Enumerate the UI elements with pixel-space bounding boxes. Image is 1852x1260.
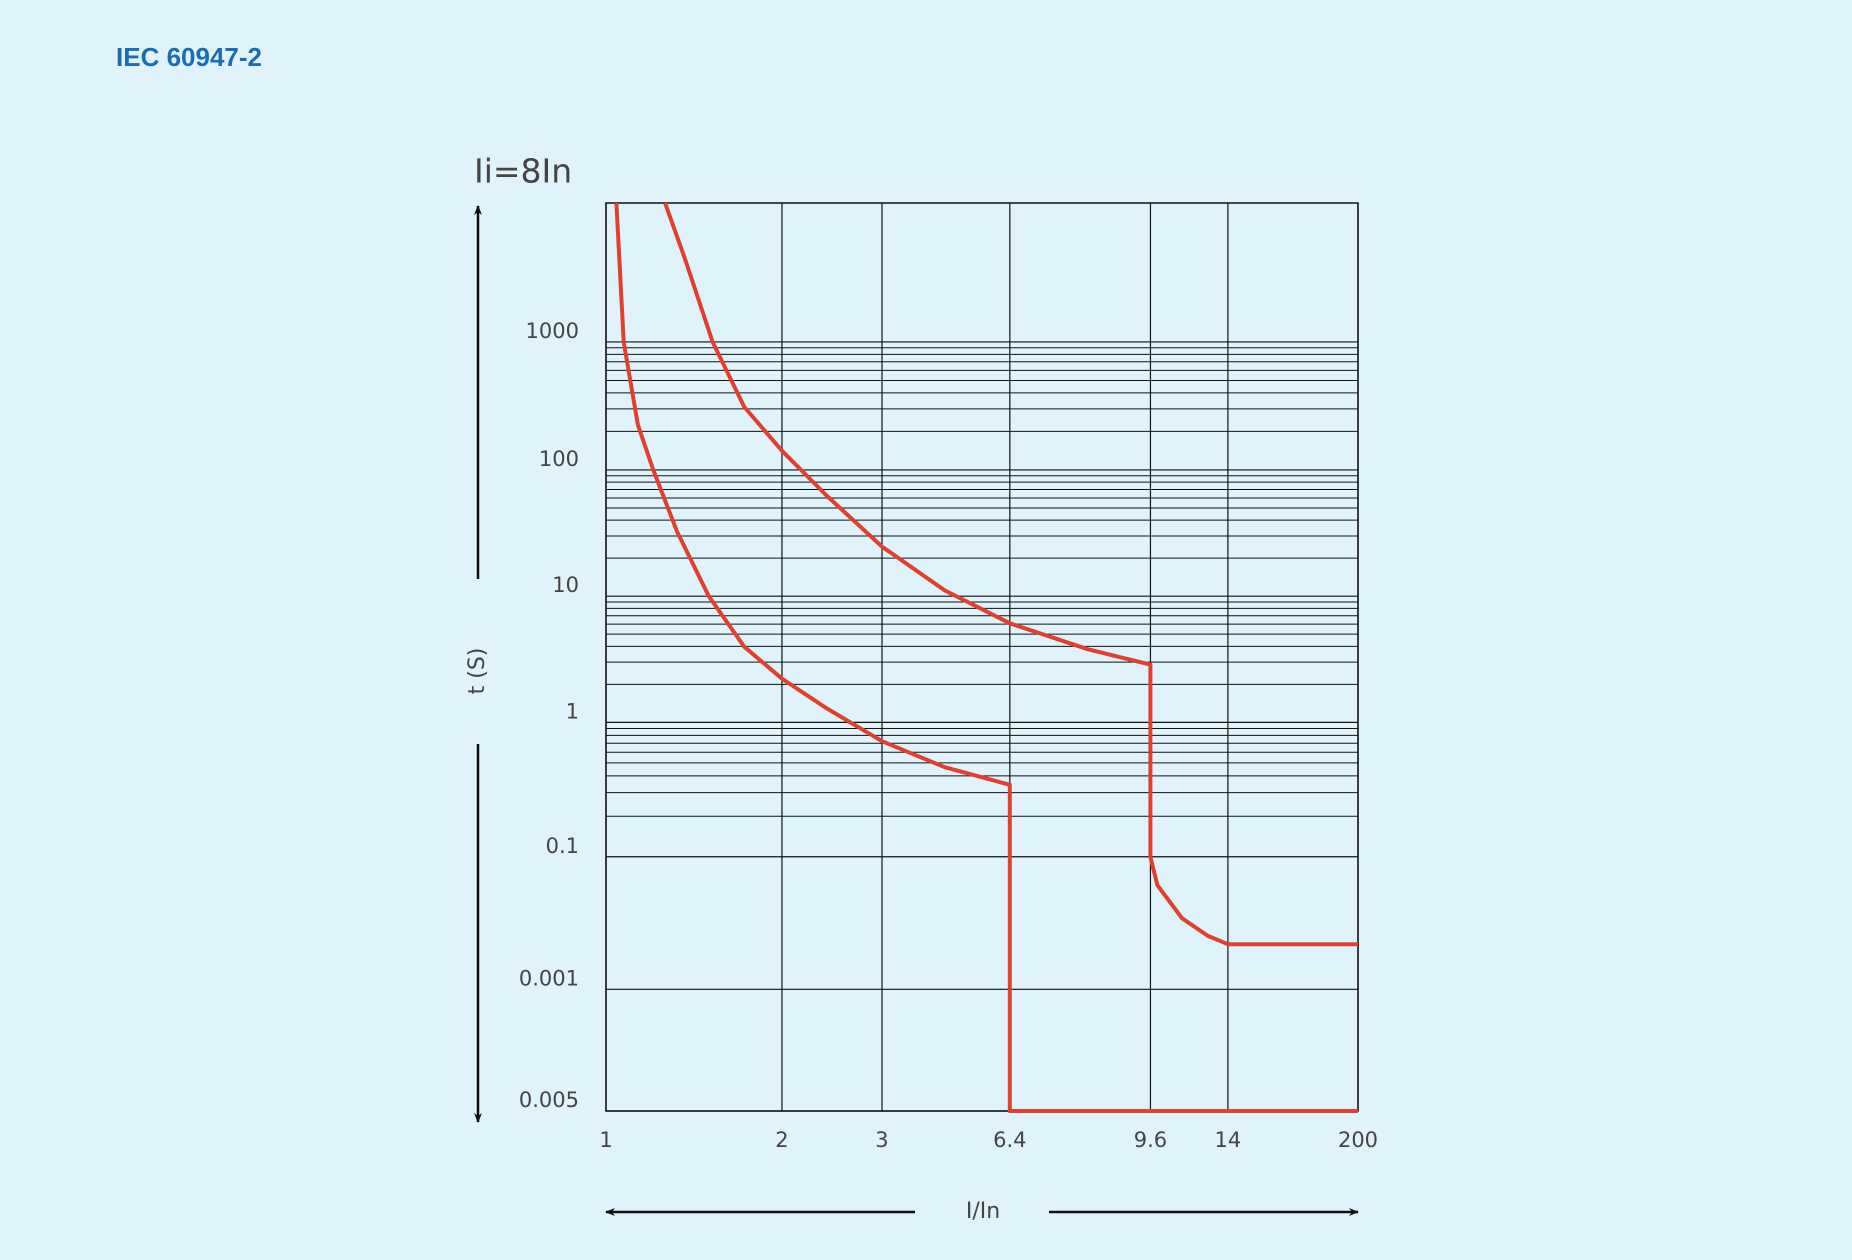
x-tick-label: 14	[1215, 1128, 1242, 1152]
y-tick-label: 0.1	[546, 834, 579, 858]
x-tick-label: 6.4	[993, 1128, 1026, 1152]
y-tick-label: 10	[552, 573, 579, 597]
page-title: IEC 60947-2	[116, 42, 262, 72]
curve	[614, 202, 1358, 1113]
x-tick-label: 1	[599, 1128, 612, 1152]
y-tick-label: 1	[566, 699, 579, 723]
x-tick-label: 9.6	[1134, 1128, 1167, 1152]
y-tick-label: 100	[539, 447, 579, 471]
curve	[663, 202, 1358, 947]
chart-title: Ii=8In	[474, 152, 572, 191]
plot-frame	[605, 202, 1359, 1112]
y-tick-label: 0.001	[519, 966, 579, 990]
y-axis-label: t (S)	[465, 648, 490, 695]
x-tick-label: 2	[775, 1128, 788, 1152]
y-tick-label: 0.005	[519, 1088, 579, 1112]
x-axis-label: I/In	[966, 1199, 1000, 1224]
y-tick-label: 1000	[526, 319, 579, 343]
x-tick-label: 200	[1338, 1128, 1378, 1152]
x-tick-label: 3	[875, 1128, 888, 1152]
